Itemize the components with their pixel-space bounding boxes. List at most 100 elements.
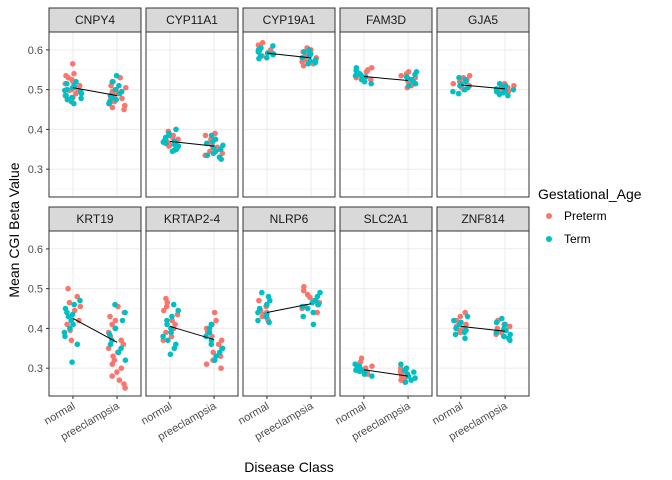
y-tick-label: 0.4 bbox=[28, 323, 43, 335]
data-point-preeclampsia-term bbox=[398, 361, 404, 368]
data-point-preeclampsia-preterm bbox=[123, 84, 129, 91]
data-point-normal-term bbox=[69, 84, 76, 91]
data-point-preeclampsia-term bbox=[301, 49, 307, 55]
data-point-preeclampsia-term bbox=[501, 333, 507, 340]
facet-panel-cyp19a1: CYP19A1 bbox=[242, 7, 336, 198]
data-point-normal-term bbox=[69, 311, 76, 318]
data-point-normal-preterm bbox=[457, 313, 464, 320]
data-point-normal-term bbox=[71, 301, 77, 308]
mean-trend-line bbox=[460, 84, 506, 90]
panel-border bbox=[242, 230, 336, 397]
data-point-normal-term bbox=[163, 140, 169, 147]
mean-trend-line bbox=[72, 318, 118, 343]
panel-border bbox=[339, 230, 433, 397]
x-tick-label: normal bbox=[236, 400, 271, 427]
data-point-normal-term bbox=[270, 43, 276, 49]
facet-strip-label: NLRP6 bbox=[270, 212, 309, 226]
legend-entries: Preterm Term bbox=[546, 209, 607, 246]
data-point-preeclampsia-term bbox=[113, 72, 120, 79]
data-point-normal-preterm bbox=[65, 285, 71, 292]
data-point-normal-preterm bbox=[256, 297, 262, 304]
data-point-preeclampsia-term bbox=[299, 55, 306, 61]
data-point-normal-term bbox=[77, 297, 83, 304]
panel-border bbox=[145, 31, 239, 198]
mean-trend-line bbox=[169, 140, 215, 147]
facet-strip-label: SLC2A1 bbox=[364, 212, 409, 226]
data-point-normal-preterm bbox=[363, 69, 370, 75]
data-point-normal-term bbox=[453, 325, 459, 332]
x-tick-label: normal bbox=[333, 400, 368, 427]
facet-panel-gja5: GJA5 bbox=[436, 7, 530, 198]
data-point-normal-term bbox=[164, 321, 170, 328]
data-point-preeclampsia-term bbox=[115, 349, 122, 356]
data-point-normal-term bbox=[361, 78, 368, 85]
y-tick-label: 0.5 bbox=[28, 85, 43, 97]
data-point-preeclampsia-term bbox=[112, 301, 118, 308]
data-point-preeclampsia-term bbox=[206, 329, 213, 336]
data-point-preeclampsia-term bbox=[402, 379, 409, 385]
data-point-normal-preterm bbox=[457, 329, 464, 336]
data-point-preeclampsia-preterm bbox=[121, 106, 127, 113]
facet-strip-label: KRT19 bbox=[76, 212, 113, 226]
data-point-normal-term bbox=[455, 90, 462, 97]
y-tick-label: 0.5 bbox=[28, 284, 43, 296]
data-point-preeclampsia-term bbox=[405, 373, 412, 379]
data-point-normal-preterm bbox=[76, 82, 83, 89]
mean-trend-line bbox=[363, 76, 409, 82]
data-point-normal-term bbox=[462, 335, 468, 342]
y-tick-label: 0.6 bbox=[28, 45, 43, 57]
data-point-preeclampsia-preterm bbox=[119, 95, 125, 102]
data-point-preeclampsia-term bbox=[507, 337, 513, 344]
facet-strip bbox=[339, 7, 433, 33]
panel-border bbox=[436, 230, 530, 397]
data-point-preeclampsia-term bbox=[113, 96, 119, 103]
data-point-normal-term bbox=[451, 317, 457, 324]
data-point-preeclampsia-preterm bbox=[203, 361, 210, 368]
data-point-preeclampsia-preterm bbox=[118, 365, 125, 372]
facet-strip bbox=[145, 206, 239, 232]
legend-key-preterm bbox=[546, 213, 552, 219]
data-point-preeclampsia-term bbox=[212, 357, 218, 364]
facet-strip bbox=[48, 206, 142, 232]
data-point-preeclampsia-term bbox=[119, 317, 126, 324]
data-point-normal-preterm bbox=[161, 307, 167, 314]
data-point-preeclampsia-term bbox=[208, 132, 215, 139]
data-point-normal-preterm bbox=[169, 317, 175, 324]
data-point-preeclampsia-term bbox=[208, 341, 215, 348]
data-point-normal-preterm bbox=[466, 72, 473, 79]
data-point-normal-term bbox=[267, 297, 273, 304]
data-point-normal-term bbox=[450, 88, 456, 95]
data-point-preeclampsia-term bbox=[107, 341, 114, 348]
data-point-preeclampsia-term bbox=[493, 319, 500, 326]
data-point-normal-term bbox=[263, 313, 270, 320]
data-point-normal-term bbox=[456, 321, 463, 328]
panel-background bbox=[146, 32, 238, 197]
data-point-preeclampsia-term bbox=[112, 86, 119, 93]
data-point-normal-term bbox=[74, 341, 81, 348]
data-point-preeclampsia-term bbox=[505, 92, 511, 99]
data-point-normal-term bbox=[64, 96, 71, 103]
data-point-normal-term bbox=[255, 309, 261, 316]
legend-label-term: Term bbox=[564, 232, 591, 246]
data-point-normal-term bbox=[64, 80, 70, 87]
data-point-normal-preterm bbox=[64, 321, 70, 328]
data-point-preeclampsia-term bbox=[510, 86, 517, 93]
data-point-preeclampsia-preterm bbox=[213, 317, 219, 324]
data-point-normal-preterm bbox=[73, 90, 79, 97]
x-tick-label: normal bbox=[42, 400, 77, 427]
data-point-preeclampsia-term bbox=[503, 327, 509, 334]
mean-trend-line bbox=[266, 303, 312, 313]
data-point-normal-preterm bbox=[163, 329, 169, 336]
x-tick-label: normal bbox=[139, 400, 174, 427]
data-point-normal-term bbox=[266, 319, 272, 326]
data-point-normal-preterm bbox=[259, 313, 266, 320]
facet-strip bbox=[339, 206, 433, 232]
data-point-normal-term bbox=[78, 95, 84, 102]
data-point-preeclampsia-preterm bbox=[211, 309, 218, 316]
data-point-preeclampsia-term bbox=[122, 309, 128, 316]
facet-strip-label: CYP11A1 bbox=[166, 13, 218, 27]
y-tick-label: 0.6 bbox=[28, 244, 43, 256]
data-point-normal-term bbox=[169, 313, 175, 320]
